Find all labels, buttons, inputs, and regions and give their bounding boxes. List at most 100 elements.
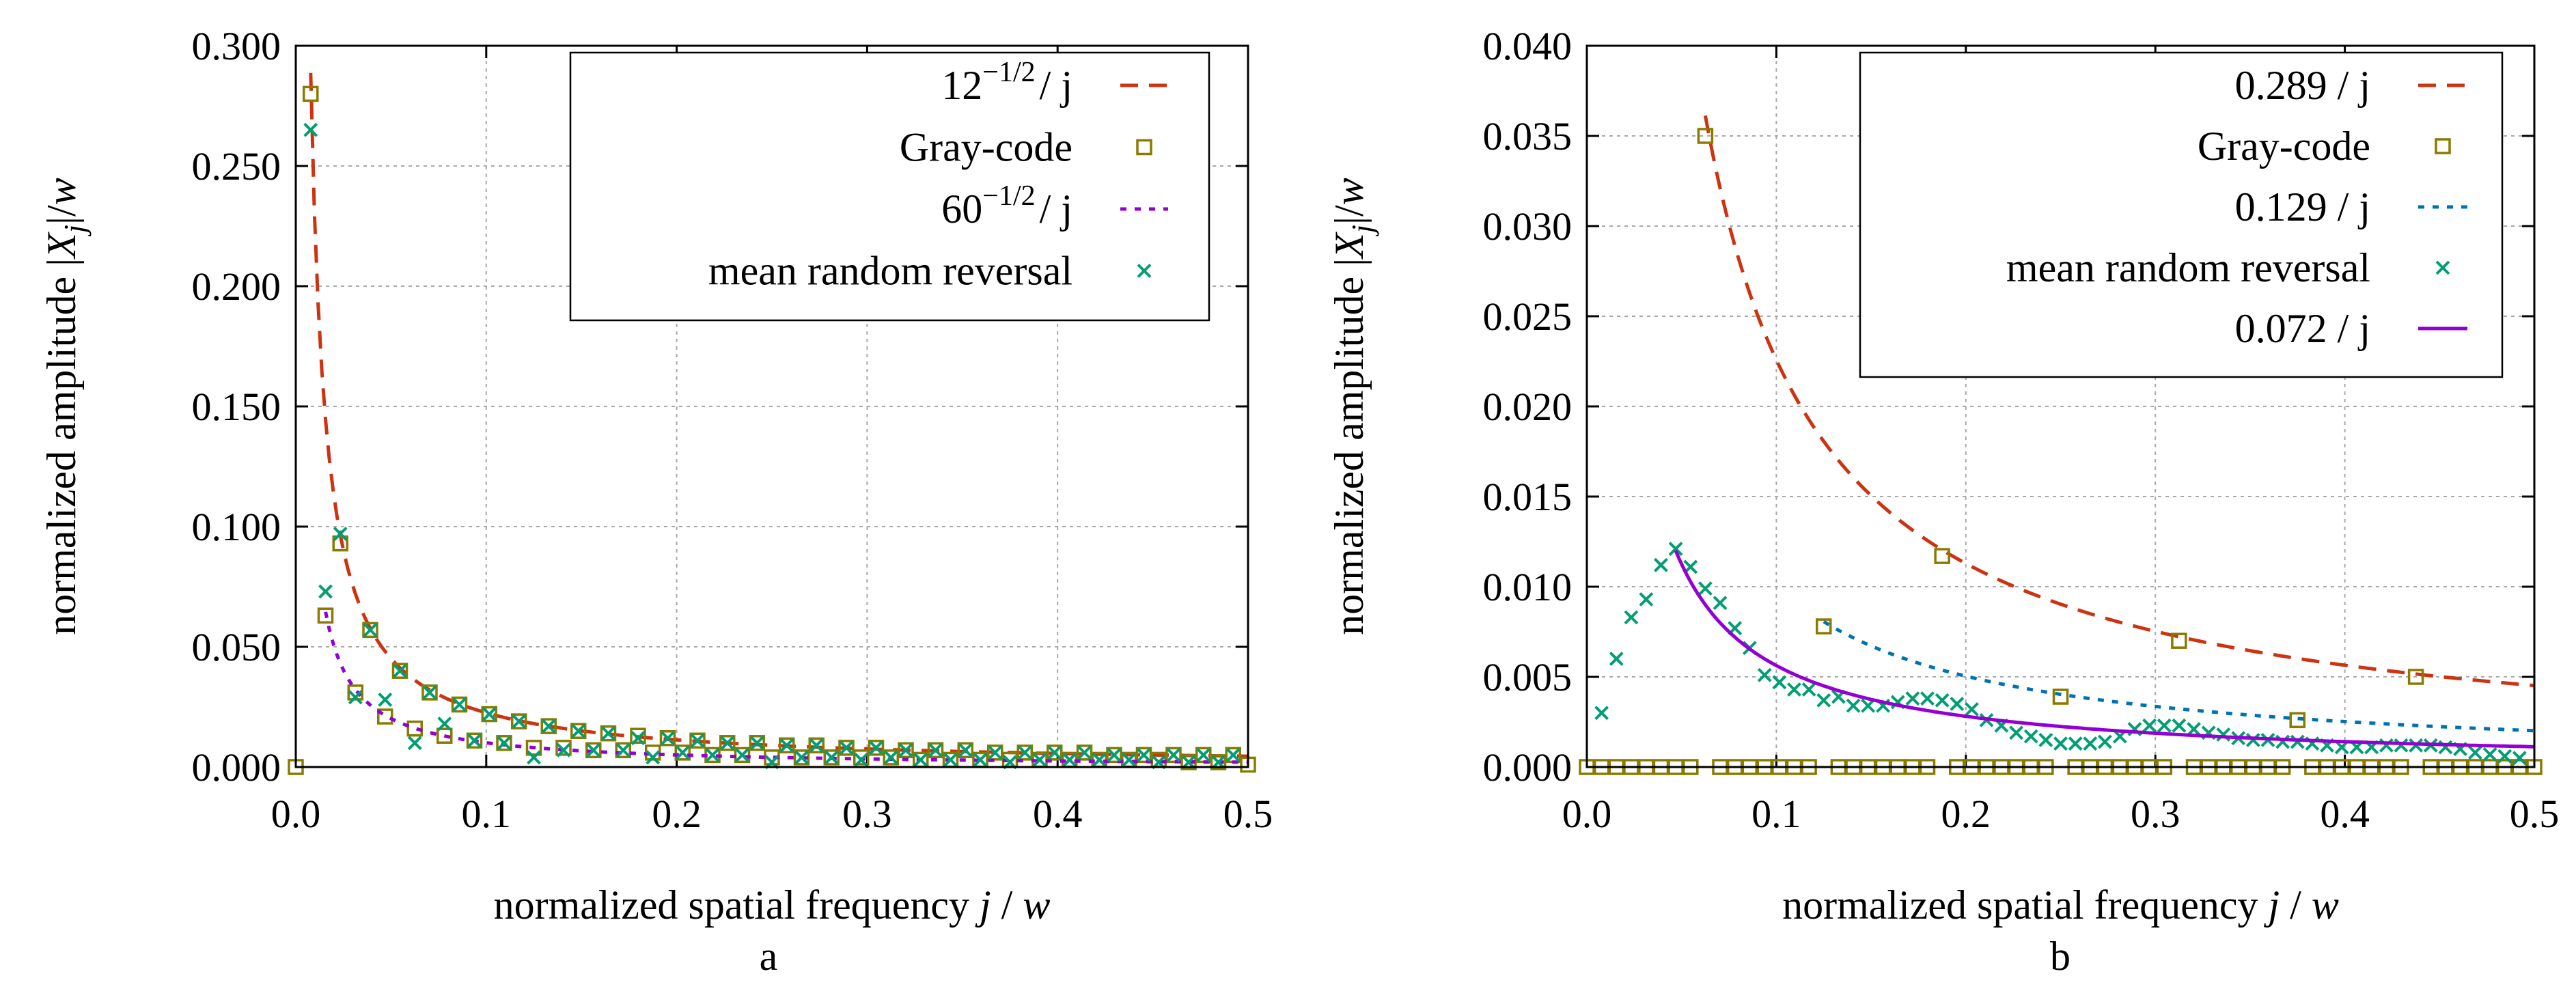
x-tick-label: 0.4: [1033, 792, 1083, 836]
y-axis-label-var: X: [39, 232, 84, 260]
x-tick-label: 0.5: [1223, 792, 1273, 836]
data-point-square: [927, 742, 944, 759]
chart-a: 0.000 0.050 0.100 0.150 0.200 0.250 0.300 0.0 0.…: [39, 24, 1273, 979]
y-tick-label: 0.020: [1483, 385, 1573, 429]
data-point-cross: [779, 738, 794, 753]
series-line: [1823, 619, 2535, 733]
legend-label-tail: / j: [1040, 186, 1072, 232]
x-axis-label-text: /: [2280, 882, 2312, 928]
y-tick-label: 0.040: [1483, 24, 1573, 68]
data-point-square: [600, 725, 617, 742]
legend-label: mean random reversal: [2006, 245, 2370, 290]
data-point-cross: [869, 740, 883, 755]
y-axis-label-subscript: j: [1346, 225, 1379, 236]
data-point-square: [793, 749, 810, 766]
x-axis-label-text: /: [991, 882, 1023, 928]
data-point-cross: [1698, 581, 1713, 596]
data-point-cross: [556, 742, 571, 757]
data-point-square: [555, 740, 572, 756]
plot-frame: [1585, 44, 2536, 768]
y-tick-label: 0.000: [192, 745, 281, 790]
legend-label: 0.072 / j: [2235, 306, 2370, 351]
data-point-cross: [1122, 753, 1137, 767]
data-point-cross: [1092, 753, 1107, 767]
data-point-cross: [824, 750, 839, 765]
data-point-cross: [1196, 747, 1211, 762]
series-line: [324, 611, 1248, 764]
legend-label: 12−1/2/ j: [941, 57, 1072, 108]
data-point-cross: [646, 750, 661, 765]
data-point-cross: [1772, 675, 1787, 690]
data-point-square: [1934, 548, 1950, 564]
legend-square-sample: [1136, 139, 1152, 156]
data-point-square: [778, 737, 795, 754]
data-point-cross: [467, 733, 482, 748]
legend: 0.289 / j Gray-code 0.129 / j mean random r…: [1859, 51, 2504, 378]
data-point-square: [2052, 688, 2069, 705]
data-point-cross: [1801, 682, 1816, 697]
data-point-cross: [1846, 698, 1861, 713]
data-point-cross: [482, 707, 497, 721]
x-axis-label-var: w: [2312, 882, 2339, 928]
data-point-cross: [1920, 691, 1935, 706]
y-axis-label-text: |/: [1327, 205, 1372, 225]
y-tick-label: 0.010: [1483, 565, 1573, 609]
chart-b: 0.000 0.005 0.010 0.015 0.020 0.025 0.030 0.035…: [1327, 24, 2559, 979]
data-point-square: [585, 742, 602, 759]
y-axis-label-text: normalized amplitude |: [1327, 258, 1372, 635]
legend-label: 0.289 / j: [2235, 63, 2370, 108]
data-point-cross: [1861, 698, 1876, 713]
data-point-square: [630, 727, 646, 744]
data-point-square: [1046, 744, 1063, 761]
data-point-cross: [1017, 745, 1032, 760]
legend-box: [569, 51, 1210, 322]
data-point-square: [808, 737, 825, 754]
data-point-cross: [809, 738, 824, 753]
y-axis-label-text: |/: [39, 205, 84, 225]
data-point-square: [302, 85, 319, 102]
data-point-cross: [661, 731, 675, 746]
data-point-cross: [1787, 682, 1801, 697]
y-tick-label: 0.005: [1483, 655, 1573, 699]
data-point-cross: [452, 697, 467, 712]
data-point-cross: [883, 750, 898, 765]
legend-cross-sample: [1137, 264, 1152, 278]
data-point-cross: [601, 726, 615, 741]
data-point-cross: [378, 693, 393, 707]
legend-label: 0.129 / j: [2235, 184, 2370, 229]
data-point-cross: [2038, 732, 2053, 747]
x-tick-label: 0.3: [842, 792, 892, 836]
y-axis-label: normalized amplitude |Xj|/w: [39, 178, 92, 635]
y-tick-label: 0.025: [1483, 294, 1573, 339]
data-point-square: [377, 708, 393, 725]
data-point-cross: [1713, 596, 1728, 611]
data-point-cross: [2216, 727, 2231, 742]
data-point-square: [332, 535, 348, 552]
data-point-square: [1697, 128, 1714, 144]
data-point-cross: [1609, 652, 1624, 667]
data-point-cross: [1935, 693, 1950, 708]
data-point-cross: [928, 742, 943, 757]
data-point-cross: [333, 527, 348, 541]
x-tick-label: 0.1: [1751, 792, 1801, 836]
data-point-cross: [303, 122, 318, 137]
x-tick-label: 0.3: [2131, 792, 2180, 836]
data-point-cross: [2023, 729, 2038, 744]
y-tick-label: 0.050: [192, 625, 281, 669]
data-point-cross: [1668, 542, 1683, 556]
data-point-cross: [437, 716, 452, 732]
data-point-square: [2289, 712, 2305, 729]
data-point-cross: [1047, 745, 1062, 760]
data-point-cross: [318, 584, 333, 599]
legend-cross-sample: [2435, 260, 2450, 275]
data-point-square: [570, 723, 587, 739]
data-point-cross: [527, 750, 541, 765]
data-point-cross: [2009, 725, 2024, 740]
data-point-cross: [1950, 697, 1965, 712]
x-axis-label-text: normalized spatial frequency: [494, 882, 980, 928]
data-point-cross: [839, 740, 854, 755]
legend-label: Gray-code: [900, 125, 1072, 170]
data-point-cross: [2172, 718, 2187, 733]
data-point-square: [823, 749, 840, 766]
